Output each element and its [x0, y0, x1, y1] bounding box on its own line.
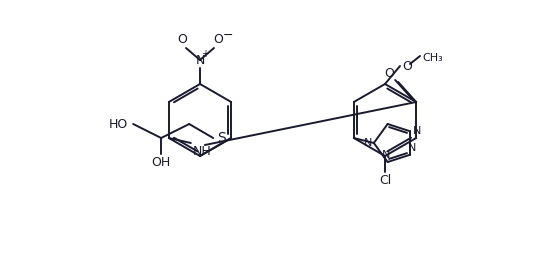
- Text: −: −: [223, 29, 233, 42]
- Text: CH₃: CH₃: [422, 53, 443, 63]
- Text: Cl: Cl: [379, 174, 391, 187]
- Text: S: S: [217, 131, 225, 145]
- Text: N: N: [413, 126, 421, 136]
- Text: HO: HO: [109, 118, 128, 130]
- Text: O: O: [213, 33, 223, 46]
- Text: NH: NH: [193, 145, 211, 158]
- Text: O: O: [384, 67, 394, 80]
- Text: N: N: [364, 138, 372, 148]
- Text: O: O: [177, 33, 187, 46]
- Text: O: O: [402, 59, 412, 73]
- Text: N: N: [382, 150, 390, 160]
- Text: N: N: [195, 54, 205, 67]
- Text: +: +: [201, 49, 209, 59]
- Text: OH: OH: [152, 156, 171, 169]
- Text: N: N: [408, 143, 416, 153]
